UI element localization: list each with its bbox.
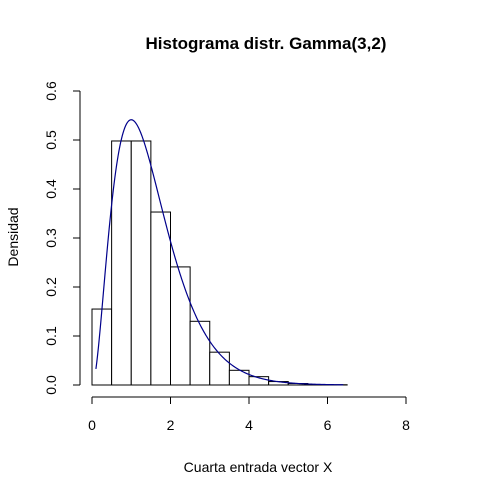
y-axis: 0.0 0.1 0.2 0.3 0.4 0.5 0.6 bbox=[43, 81, 81, 395]
y-tick-label: 0.6 bbox=[43, 81, 59, 101]
y-tick-label: 0.1 bbox=[43, 326, 59, 346]
histogram-bar bbox=[150, 211, 171, 386]
y-tick-label: 0.3 bbox=[43, 228, 59, 248]
y-axis-label: Densidad bbox=[5, 207, 21, 266]
histogram-bar bbox=[209, 351, 230, 386]
x-tick-label: 0 bbox=[88, 417, 96, 433]
y-tick-label: 0.2 bbox=[43, 277, 59, 297]
chart-title: Histograma distr. Gamma(3,2) bbox=[146, 34, 387, 53]
histogram-bar bbox=[189, 320, 211, 386]
x-axis: 0 2 4 6 8 bbox=[88, 396, 410, 433]
y-tick-label: 0.5 bbox=[43, 130, 59, 150]
y-tick-label: 0.0 bbox=[43, 375, 59, 395]
histogram-bar bbox=[248, 376, 270, 386]
histogram-bars bbox=[91, 140, 348, 386]
density-curve bbox=[95, 119, 344, 386]
y-tick-label: 0.4 bbox=[43, 179, 59, 199]
histogram-bar bbox=[170, 266, 191, 386]
x-tick-label: 8 bbox=[402, 417, 410, 433]
x-tick-label: 2 bbox=[167, 417, 175, 433]
histogram-bar bbox=[130, 140, 152, 386]
x-tick-label: 4 bbox=[245, 417, 253, 433]
x-axis-label: Cuarta entrada vector X bbox=[184, 459, 333, 475]
x-tick-label: 6 bbox=[324, 417, 332, 433]
histogram-bar bbox=[228, 369, 250, 386]
histogram-bar bbox=[91, 308, 113, 386]
